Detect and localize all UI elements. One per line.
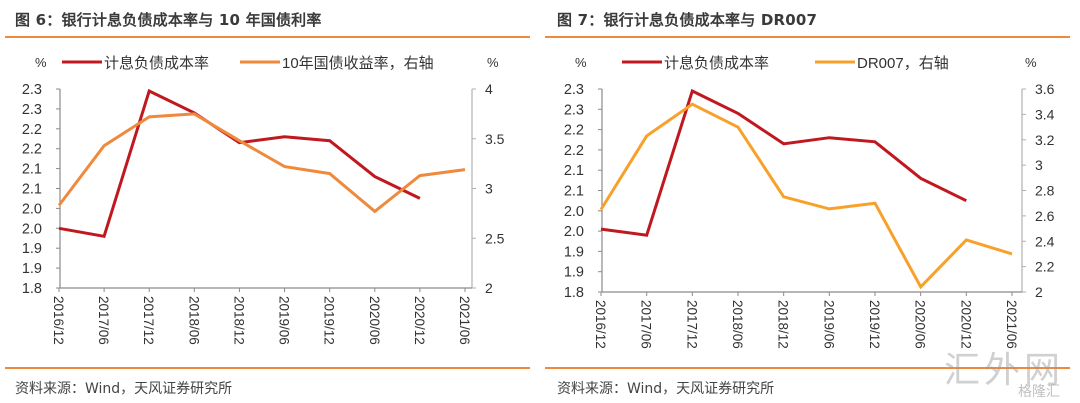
x-axis-tick-label: 2021/06 <box>1004 300 1019 349</box>
right-axis-tick-label: 3.6 <box>1035 81 1055 97</box>
left-axis-tick-label: 2.2 <box>564 123 584 139</box>
right-axis-tick-label: 3.5 <box>485 131 505 147</box>
left-axis-tick-label: 2.2 <box>22 142 42 158</box>
footer-rule <box>5 367 530 369</box>
right-axis-tick-label: 2.4 <box>1035 233 1055 249</box>
footer-rule <box>545 367 1070 369</box>
right-axis-tick-label: 3.4 <box>1035 106 1055 122</box>
x-axis-tick-label: 2019/06 <box>277 296 292 345</box>
series-line <box>57 112 466 214</box>
chart-figure-6: % % 计息负债成本率 10年国债收益率，右轴 1.8 1.9 1.9 2.0 2.0 2.1 2.… <box>22 55 505 345</box>
right-axis-unit: % <box>1025 55 1037 70</box>
left-axis-tick-label: 2.1 <box>564 184 584 200</box>
legend-label: 计息负债成本率 <box>104 55 209 72</box>
figure-6-panel: 图 6：银行计息负债成本率与 10 年国债利率 %% 计息负债成本率 10年国债收益… <box>5 11 530 397</box>
right-axis-tick-label: 2.2 <box>1035 259 1055 275</box>
x-axis-tick-label: 2018/06 <box>730 300 745 349</box>
x-axis-tick-label: 2020/12 <box>412 296 427 345</box>
right-axis-tick-label: 2.8 <box>1035 183 1055 199</box>
x-axis-tick-label: 2018/12 <box>231 296 246 345</box>
left-axis-tick-label: 1.8 <box>564 285 584 301</box>
left-axis-tick-label: 2.2 <box>564 143 584 159</box>
legend-item: DR007，右轴 <box>815 55 949 72</box>
left-axis-tick-label: 1.9 <box>22 261 42 277</box>
left-axis-tick-label: 2.3 <box>22 102 42 118</box>
left-axis-tick-label: 1.9 <box>22 241 42 257</box>
legend-label: 计息负债成本率 <box>664 55 769 72</box>
left-axis-unit: % <box>575 55 587 70</box>
x-axis-tick-label: 2019/12 <box>867 300 882 349</box>
left-axis-tick-label: 2.0 <box>22 201 42 217</box>
x-axis-tick-label: 2017/12 <box>684 300 699 349</box>
x-axis-tick-label: 2019/06 <box>821 300 836 349</box>
source-note: 资料来源：Wind，天风证券研究所 <box>15 381 233 397</box>
right-axis-tick-label: 2.5 <box>485 230 505 246</box>
left-axis-tick-label: 1.9 <box>564 265 584 281</box>
series-line <box>599 102 1013 290</box>
left-axis-tick-label: 2.3 <box>564 82 584 98</box>
x-axis-tick-label: 2021/06 <box>457 296 472 345</box>
left-axis-tick-label: 2.0 <box>564 204 584 220</box>
left-axis-tick-label: 2.1 <box>564 163 584 179</box>
left-axis-tick-label: 2.1 <box>22 182 42 198</box>
figure-title: 图 6：银行计息负债成本率与 10 年国债利率 <box>15 11 322 29</box>
left-axis-tick-label: 2.1 <box>22 162 42 178</box>
x-axis-tick-label: 2016/12 <box>51 296 66 345</box>
x-axis-tick-label: 2018/06 <box>186 296 201 345</box>
left-axis-tick-label: 2.0 <box>564 224 584 240</box>
figure-7-panel: 图 7：银行计息负债成本率与 DR007 %% 计息负债成本率 DR007，右轴 1.… <box>540 0 1080 403</box>
x-axis-tick-label: 2020/06 <box>367 296 382 345</box>
right-axis-unit: % <box>487 55 499 70</box>
legend-item: 计息负债成本率 <box>622 55 769 72</box>
legend-label: 10年国债收益率，右轴 <box>282 55 434 72</box>
right-axis-tick-label: 2.6 <box>1035 208 1055 224</box>
x-axis-tick-label: 2020/12 <box>958 300 973 349</box>
right-axis-tick-label: 2 <box>485 280 493 296</box>
legend-item: 计息负债成本率 <box>62 55 209 72</box>
series-line <box>600 88 967 237</box>
chart-figure-7: % % 计息负债成本率 DR007，右轴 1.8 1.9 1.9 2.0 2.0 2.1 2.1 2.… <box>564 55 1055 349</box>
x-axis-tick-label: 2019/12 <box>322 296 337 345</box>
title-rule <box>5 36 530 38</box>
figure-title: 图 7：银行计息负债成本率与 DR007 <box>557 11 818 29</box>
left-axis-tick-label: 2.0 <box>22 221 42 237</box>
series-line <box>58 88 421 239</box>
left-axis-tick-label: 2.3 <box>564 102 584 118</box>
right-axis-tick-label: 3 <box>1035 157 1043 173</box>
legend-label: DR007，右轴 <box>857 55 949 72</box>
source-note: 资料来源：Wind，天风证券研究所 <box>557 381 775 397</box>
x-axis-tick-label: 2020/06 <box>913 300 928 349</box>
left-axis-tick-label: 1.8 <box>22 281 42 297</box>
legend-item: 10年国债收益率，右轴 <box>240 55 434 72</box>
right-axis-tick-label: 3.2 <box>1035 132 1055 148</box>
x-axis-tick-label: 2017/06 <box>639 300 654 349</box>
x-axis-tick-label: 2017/06 <box>96 296 111 345</box>
left-axis-tick-label: 2.3 <box>22 82 42 98</box>
right-axis-tick-label: 3 <box>485 181 493 197</box>
right-axis-tick-label: 4 <box>485 81 493 97</box>
title-rule <box>545 36 1070 38</box>
left-axis-tick-label: 2.2 <box>22 122 42 138</box>
x-axis-tick-label: 2018/12 <box>776 300 791 349</box>
right-axis-tick-label: 2 <box>1035 284 1043 300</box>
left-axis-tick-label: 1.9 <box>564 244 584 260</box>
x-axis-tick-label: 2017/12 <box>141 296 156 345</box>
x-axis-tick-label: 2016/12 <box>593 300 608 349</box>
left-axis-unit: % <box>35 55 47 70</box>
